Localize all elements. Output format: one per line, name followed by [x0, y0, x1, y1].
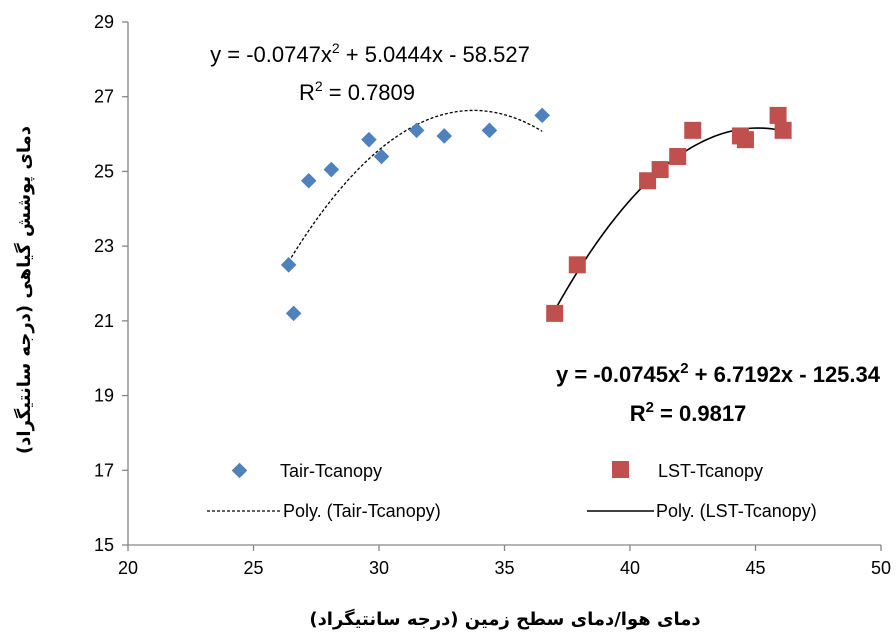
data-point-lst	[684, 121, 702, 139]
data-point-lst	[568, 256, 586, 274]
x-tick-label: 25	[243, 558, 263, 578]
data-point-lst	[769, 106, 787, 124]
data-point-tair	[534, 107, 550, 124]
x-tick-label: 20	[118, 558, 138, 578]
trendline-lst	[554, 127, 784, 311]
x-tick-label: 45	[745, 558, 765, 578]
data-point-lst	[669, 147, 687, 165]
data-point-lst	[651, 161, 669, 179]
data-point-tair	[323, 161, 340, 178]
data-point-tair	[285, 305, 302, 322]
data-point-lst	[736, 131, 754, 149]
x-tick-label: 40	[620, 558, 640, 578]
x-tick-label: 30	[369, 558, 389, 578]
legend-marker-tair	[231, 462, 248, 479]
x-axis-title: دمای هوا/دمای سطح زمین (درجه سانتیگراد)	[309, 608, 700, 630]
data-point-tair	[373, 148, 390, 165]
data-points	[280, 106, 792, 322]
data-point-tair	[408, 122, 425, 139]
x-tick-label: 50	[871, 558, 891, 578]
y-tick-label: 25	[94, 161, 114, 181]
data-point-tair	[280, 257, 297, 273]
legend-label-lst-poly: Poly. (LST-Tcanopy)	[656, 501, 817, 521]
legend-label-tair-poly: Poly. (Tair-Tcanopy)	[283, 501, 441, 521]
data-point-tair	[361, 131, 377, 148]
data-point-lst	[774, 121, 792, 139]
legend-label-lst: LST-Tcanopy	[658, 461, 763, 481]
trendline-r2-tair: R2 = 0.7809	[299, 78, 415, 105]
x-axis-ticks: 20 25 30 35 40 45 50	[118, 545, 891, 578]
y-axis-title: دمای پوشش گیاهی (درجه سانتیگراد)	[13, 126, 35, 454]
y-tick-label: 27	[94, 87, 114, 107]
y-tick-label: 15	[94, 535, 114, 555]
data-point-tair	[436, 128, 453, 144]
data-point-lst	[546, 304, 564, 322]
y-tick-label: 29	[94, 12, 114, 32]
data-point-tair	[300, 172, 317, 189]
legend-label-tair: Tair-Tcanopy	[280, 461, 382, 481]
y-tick-label: 21	[94, 311, 114, 331]
legend: Tair-Tcanopy LST-Tcanopy Poly. (Tair-Tca…	[207, 461, 817, 521]
trendline-equation-tair: y = -0.0747x2 + 5.0444x - 58.527	[210, 40, 530, 67]
y-axis-ticks: 15 17 19 21 23 25 27 29	[94, 12, 128, 555]
trendline-equation-lst: y = -0.0745x2 + 6.7192x - 125.34	[556, 360, 881, 387]
trendline-tair	[288, 109, 543, 263]
x-tick-label: 35	[494, 558, 514, 578]
legend-marker-lst	[612, 461, 629, 478]
y-tick-label: 17	[94, 460, 114, 480]
y-tick-label: 19	[94, 386, 114, 406]
y-tick-label: 23	[94, 236, 114, 256]
data-point-tair	[481, 122, 498, 139]
trendline-r2-lst: R2 = 0.9817	[630, 399, 747, 426]
